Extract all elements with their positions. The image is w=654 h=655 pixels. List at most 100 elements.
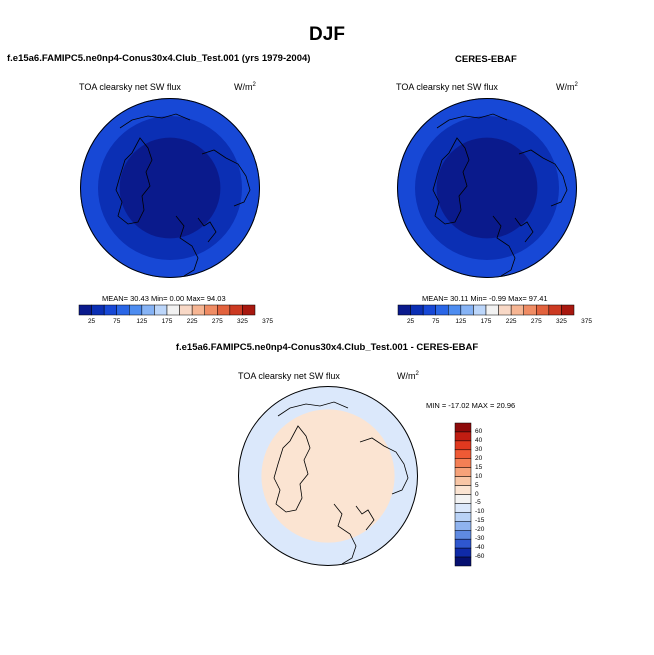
diff-colorbar-tick: -5	[475, 499, 481, 507]
model-colorbar-box-11	[217, 304, 231, 316]
diff-colorbar-tick: 30	[475, 445, 483, 453]
diff-coastline-3	[277, 401, 349, 417]
obs-colorbar-tick: 25	[406, 318, 415, 325]
obs-colorbar-box-2	[422, 304, 436, 316]
figure-title: DJF	[309, 24, 345, 45]
diff-colorbar-box-3	[454, 449, 472, 459]
diff-coastline-2	[359, 437, 409, 495]
obs-colorbar-box-7	[485, 304, 499, 316]
model-colorbar-box-7	[166, 304, 180, 316]
obs-colorbar-tick: 125	[455, 318, 467, 325]
obs-panel-title: CERES-EBAF	[455, 54, 517, 65]
obs-colorbar-ticks: 25 75 125 175 225 275 325 375	[398, 318, 592, 328]
diff-colorbar-box-8	[454, 494, 472, 504]
diff-colorbar-tick: -30	[475, 535, 485, 543]
model-map-border	[80, 98, 260, 278]
model-colorbar-tick: 275	[211, 318, 223, 325]
obs-coastline-2	[518, 149, 568, 207]
model-stats: MEAN= 30.43 Min= 0.00 Max= 94.03	[102, 294, 226, 303]
diff-colorbar-box-2	[454, 440, 472, 451]
diff-colorbar-box-15	[454, 556, 472, 567]
diff-colorbar	[454, 422, 472, 567]
diff-panel-title: f.e15a6.FAMIPC5.ne0np4-Conus30x4.Club_Te…	[175, 342, 479, 353]
model-panel-title: f.e15a6.FAMIPC5.ne0np4-Conus30x4.Club_Te…	[7, 53, 311, 64]
model-coastlines	[115, 113, 251, 277]
model-coastline-1	[175, 215, 199, 277]
obs-colorbar-box-8	[498, 304, 512, 316]
obs-colorbar-box-3	[435, 304, 449, 316]
obs-colorbar-box-6	[473, 304, 487, 316]
obs-colorbar-tick: 275	[530, 318, 542, 325]
diff-polar-map	[238, 386, 418, 566]
model-coastline-4	[197, 217, 217, 243]
diff-colorbar-tick: 5	[475, 481, 479, 489]
diff-coastline-0	[273, 425, 311, 513]
obs-map-border	[397, 98, 577, 278]
model-colorbar-tick: 375	[262, 318, 273, 325]
obs-units-label: W/m2	[556, 82, 578, 92]
diff-colorbar-box-13	[454, 538, 472, 549]
obs-coastline-0	[432, 137, 470, 225]
diff-coastline-1	[333, 503, 357, 565]
model-colorbar-box-3	[116, 304, 130, 316]
model-coastline-3	[119, 113, 191, 129]
diff-colorbar-tick: 20	[475, 454, 483, 462]
model-colorbar-tick: 325	[236, 318, 248, 325]
diff-colorbar-tick: 0	[475, 490, 479, 498]
diff-colorbar-box-14	[454, 547, 472, 558]
obs-colorbar	[397, 304, 575, 316]
model-colorbar-tick: 225	[186, 318, 198, 325]
diff-colorbar-box-7	[454, 485, 472, 495]
model-colorbar-tick: 75	[113, 318, 121, 325]
diff-map-border	[238, 386, 418, 566]
obs-coastline-3	[436, 113, 508, 129]
diff-colorbar-box-1	[454, 431, 472, 442]
model-colorbar-box-1	[91, 304, 105, 316]
model-colorbar-tick: 25	[87, 318, 96, 325]
model-colorbar-box-2	[103, 304, 117, 316]
model-colorbar-tick: 175	[161, 318, 173, 325]
diff-colorbar-tick: -15	[475, 517, 485, 525]
diff-units-label: W/m2	[397, 371, 419, 381]
diff-colorbar-tick: -20	[475, 526, 485, 534]
diff-colorbar-box-5	[454, 467, 472, 477]
obs-colorbar-box-12	[548, 304, 562, 316]
model-colorbar	[78, 304, 256, 316]
diff-coastlines	[273, 401, 409, 565]
model-colorbar-box-8	[179, 304, 193, 316]
obs-colorbar-tick: 75	[432, 318, 440, 325]
model-variable-label: TOA clearsky net SW flux	[79, 82, 181, 92]
obs-colorbar-tick: 225	[505, 318, 517, 325]
obs-colorbar-tick: 175	[480, 318, 492, 325]
obs-stats: MEAN= 30.11 Min= -0.99 Max= 97.41	[422, 294, 548, 303]
diff-colorbar-tick: -40	[475, 544, 485, 552]
model-colorbar-box-9	[191, 304, 205, 316]
obs-colorbar-tick: 325	[555, 318, 567, 325]
obs-colorbar-tick: 375	[581, 318, 592, 325]
diff-colorbar-box-9	[454, 503, 472, 513]
obs-colorbar-box-13	[561, 304, 575, 316]
model-colorbar-box-13	[242, 304, 256, 316]
diff-variable-label: TOA clearsky net SW flux	[238, 371, 340, 381]
diff-coastline-4	[355, 505, 375, 531]
obs-colorbar-box-9	[510, 304, 524, 316]
obs-colorbar-box-0	[397, 304, 411, 316]
diff-colorbar-box-10	[454, 512, 472, 522]
model-units-label: W/m2	[234, 82, 256, 92]
model-colorbar-box-5	[141, 304, 155, 316]
diff-colorbar-ticks: 60 40 30 20 15 10 5 0 -5 -10 -15 -20 -30 -40 -60	[475, 423, 505, 566]
diff-colorbar-box-0	[454, 422, 472, 433]
diff-colorbar-tick: -10	[475, 508, 485, 516]
model-colorbar-ticks: 25 75 125 175 225 275 325 375	[79, 318, 273, 328]
model-colorbar-tick: 125	[136, 318, 148, 325]
diff-colorbar-tick: 40	[475, 436, 483, 444]
diff-colorbar-box-6	[454, 476, 472, 486]
obs-colorbar-box-10	[523, 304, 537, 316]
obs-variable-label: TOA clearsky net SW flux	[396, 82, 498, 92]
obs-colorbar-box-1	[410, 304, 424, 316]
model-coastline-0	[115, 137, 153, 225]
model-colorbar-box-0	[78, 304, 92, 316]
obs-coastline-1	[492, 215, 516, 277]
obs-colorbar-box-11	[536, 304, 550, 316]
diff-colorbar-box-4	[454, 458, 472, 468]
